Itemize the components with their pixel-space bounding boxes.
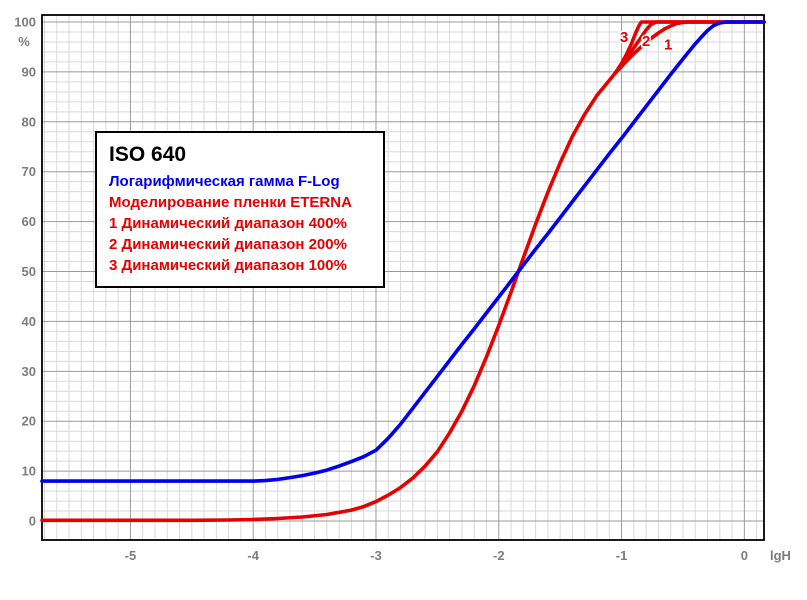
x-tick-label: -5 xyxy=(125,548,137,563)
legend-line-flog: Логарифмическая гамма F-Log xyxy=(109,173,340,191)
x-tick-label: -4 xyxy=(247,548,259,563)
y-tick-label: 60 xyxy=(22,214,36,229)
y-tick-label: 10 xyxy=(22,464,36,479)
branch-label-2: 2 xyxy=(642,33,650,50)
y-tick-label: 30 xyxy=(22,364,36,379)
curve-eterna-dr400-branch-1 xyxy=(613,20,766,75)
branch-label-3: 3 xyxy=(620,29,628,46)
legend-box: ISO 640 Логарифмическая гамма F-Log Моде… xyxy=(95,131,385,289)
x-axis-unit-label: lgH xyxy=(770,548,791,563)
x-tick-label: -2 xyxy=(493,548,505,563)
legend-line-eterna: Моделирование пленки ETERNA xyxy=(109,194,352,212)
curve-flog-curve xyxy=(40,20,766,483)
x-tick-label: -1 xyxy=(616,548,628,563)
curve-eterna-trunk xyxy=(40,71,618,523)
x-tick-label: -3 xyxy=(370,548,382,563)
y-tick-label: 80 xyxy=(22,114,36,129)
y-tick-label: 70 xyxy=(22,164,36,179)
y-tick-label: 50 xyxy=(22,264,36,279)
legend-line-dr400: 1 Динамический диапазон 400% xyxy=(109,215,347,233)
legend-line-dr200: 2 Динамический диапазон 200% xyxy=(109,236,347,254)
legend-title: ISO 640 xyxy=(109,143,187,166)
y-tick-label: 40 xyxy=(22,314,36,329)
curve-eterna-dr100-branch-3 xyxy=(613,20,766,75)
legend-line-dr100: 3 Динамический диапазон 100% xyxy=(109,257,347,275)
x-tick-label: 0 xyxy=(741,548,748,563)
y-tick-label: 100 xyxy=(14,14,36,29)
y-tick-label: 0 xyxy=(29,514,36,529)
y-axis-unit-label: % xyxy=(18,34,30,49)
plot-frame xyxy=(41,14,765,541)
y-tick-label: 20 xyxy=(22,414,36,429)
y-tick-label: 90 xyxy=(22,64,36,79)
branch-label-1: 1 xyxy=(664,36,672,53)
